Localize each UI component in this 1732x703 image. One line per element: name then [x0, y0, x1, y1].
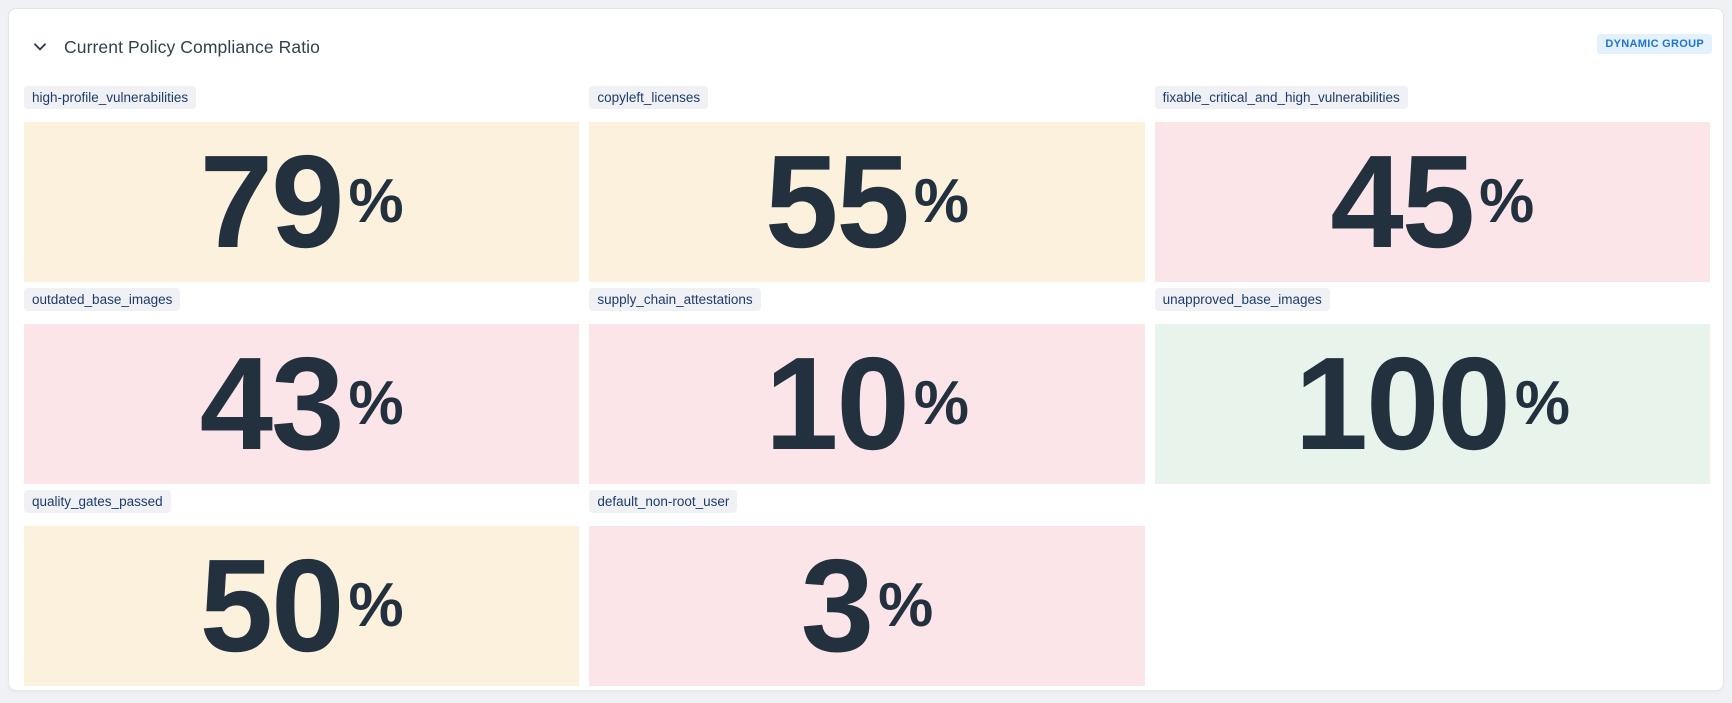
- compliance-stat-tile[interactable]: 43%: [24, 324, 580, 484]
- compliance-value: 55: [765, 128, 910, 275]
- metric-cell: quality_gates_passed 50%: [24, 490, 580, 686]
- metric-cell: high-profile_vulnerabilities 79%: [24, 86, 580, 282]
- panel-title: Current Policy Compliance Ratio: [64, 36, 320, 57]
- compliance-stat-tile[interactable]: 3%: [589, 526, 1145, 686]
- compliance-value: 45: [1330, 128, 1475, 275]
- percent-sign: %: [913, 369, 969, 438]
- metric-cell: outdated_base_images 43%: [24, 288, 580, 484]
- policy-name-chip[interactable]: supply_chain_attestations: [589, 288, 761, 311]
- percent-sign: %: [348, 571, 404, 640]
- percent-sign: %: [1514, 369, 1571, 438]
- percent-sign: %: [348, 167, 404, 236]
- metric-cell: unapproved_base_images 100%: [1154, 288, 1710, 484]
- compliance-value: 3: [800, 532, 874, 679]
- percent-sign: %: [348, 369, 404, 438]
- compliance-value: 10: [765, 330, 910, 477]
- compliance-value: 100: [1294, 330, 1511, 477]
- policy-name-chip[interactable]: high-profile_vulnerabilities: [24, 86, 197, 109]
- compliance-value: 50: [199, 532, 345, 679]
- policy-name-chip[interactable]: unapproved_base_images: [1154, 288, 1330, 311]
- metric-cell: default_non-root_user 3%: [589, 490, 1145, 686]
- tiles-grid: high-profile_vulnerabilities 79% copylef…: [24, 86, 1710, 686]
- collapse-chevron-button[interactable]: [31, 38, 49, 56]
- percent-sign: %: [1479, 167, 1535, 236]
- compliance-value: 43: [199, 330, 345, 477]
- chevron-down-icon: [34, 43, 46, 51]
- policy-name-chip[interactable]: default_non-root_user: [589, 490, 738, 513]
- percent-sign: %: [878, 571, 934, 640]
- dynamic-group-badge: DYNAMIC GROUP: [1597, 34, 1712, 54]
- compliance-stat-tile[interactable]: 55%: [589, 122, 1145, 282]
- policy-name-chip[interactable]: copyleft_licenses: [589, 86, 709, 109]
- compliance-stat-tile[interactable]: 10%: [589, 324, 1145, 484]
- metric-cell: supply_chain_attestations 10%: [589, 288, 1145, 484]
- policy-name-chip[interactable]: outdated_base_images: [24, 288, 181, 311]
- policy-name-chip[interactable]: fixable_critical_and_high_vulnerabilitie…: [1154, 86, 1408, 109]
- compliance-stat-tile[interactable]: 79%: [24, 122, 580, 282]
- compliance-stat-tile[interactable]: 50%: [24, 526, 580, 686]
- panel-header: Current Policy Compliance Ratio DYNAMIC …: [9, 9, 1723, 61]
- compliance-panel: Current Policy Compliance Ratio DYNAMIC …: [8, 8, 1724, 691]
- compliance-stat-tile[interactable]: 100%: [1154, 324, 1710, 484]
- metric-cell: fixable_critical_and_high_vulnerabilitie…: [1154, 86, 1710, 282]
- empty-grid-slot: [1155, 490, 1710, 686]
- compliance-stat-tile[interactable]: 45%: [1154, 122, 1710, 282]
- compliance-value: 79: [199, 128, 345, 275]
- percent-sign: %: [913, 167, 969, 236]
- policy-name-chip[interactable]: quality_gates_passed: [24, 490, 171, 513]
- metric-cell: copyleft_licenses 55%: [589, 86, 1145, 282]
